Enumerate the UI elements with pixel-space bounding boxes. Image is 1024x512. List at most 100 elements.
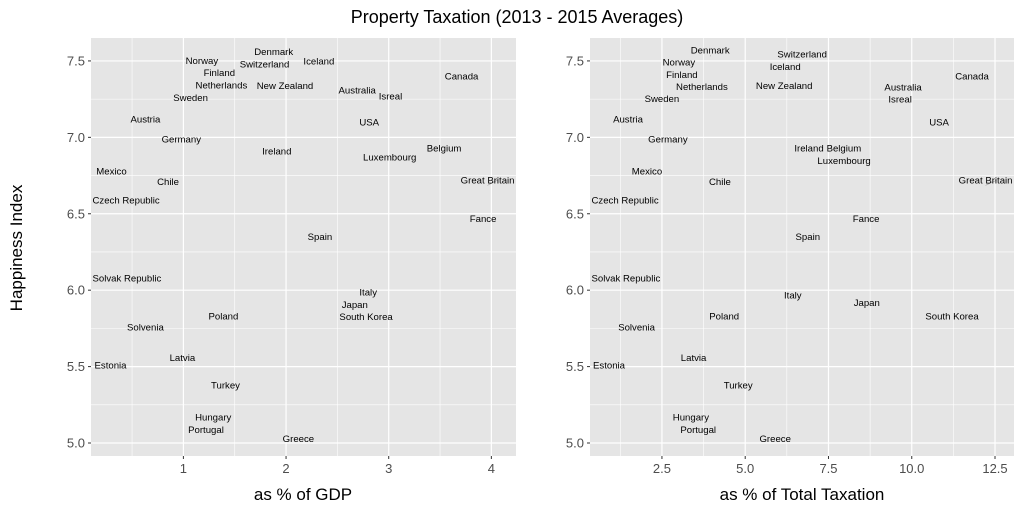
point-label: New Zealand — [257, 81, 314, 92]
point-label: Latvia — [170, 353, 196, 364]
point-label: Germany — [648, 134, 688, 145]
point-label: Portugal — [188, 425, 224, 436]
x-tick-label: 12.5 — [982, 461, 1007, 476]
point-label: Norway — [663, 58, 696, 69]
point-label: Great Britain — [461, 176, 515, 187]
panel-background — [91, 38, 516, 456]
x-axis-title-total-taxation: as % of Total Taxation — [720, 485, 885, 504]
y-tick-label: 6.0 — [566, 283, 584, 298]
point-label: Spain — [308, 232, 333, 243]
point-label: Fance — [853, 214, 880, 225]
y-tick-label: 7.5 — [566, 53, 584, 68]
y-tick-label: 6.5 — [67, 206, 85, 221]
label-leader-line — [985, 179, 997, 186]
x-tick-label: 10.0 — [899, 461, 924, 476]
point-label: Chile — [157, 177, 179, 188]
point-label: Canada — [445, 72, 479, 83]
point-label: Belgium — [427, 144, 462, 155]
point-label: Iceland — [770, 62, 801, 73]
point-label: Switzerland — [240, 60, 290, 71]
point-label: Portugal — [680, 425, 716, 436]
point-label: Norway — [186, 56, 219, 67]
point-label: Solvak Republic — [93, 273, 162, 284]
x-tick-label: 7.5 — [819, 461, 837, 476]
point-label: Australia — [884, 82, 922, 93]
point-label: Japan — [854, 298, 880, 309]
point-label: Solvak Republic — [592, 273, 661, 284]
label-leader-line — [487, 179, 498, 186]
panel-background — [590, 38, 1014, 456]
point-label: Latvia — [681, 353, 707, 364]
point-label: Spain — [796, 232, 821, 243]
point-label: Netherlands — [676, 82, 728, 93]
y-tick-label: 5.0 — [566, 436, 584, 451]
point-label: Finland — [666, 70, 697, 81]
point-label: Switzerland — [777, 50, 827, 61]
point-label: Ireland — [794, 144, 823, 155]
point-label: Canada — [955, 72, 989, 83]
y-tick-label: 7.5 — [67, 53, 85, 68]
point-label: Turkey — [211, 380, 240, 391]
point-label: Netherlands — [196, 81, 248, 92]
x-tick-label: 2 — [282, 461, 289, 476]
point-label: Luxembourg — [817, 156, 870, 167]
point-label: Hungary — [673, 412, 709, 423]
y-tick-label: 7.0 — [566, 130, 584, 145]
point-label: Poland — [208, 312, 238, 323]
x-axis-title-gdp: as % of GDP — [254, 485, 352, 504]
point-label: Mexico — [632, 167, 662, 178]
point-label: Czech Republic — [591, 196, 658, 207]
point-label: Isreal — [888, 95, 911, 106]
point-label: Estonia — [593, 361, 626, 372]
point-label: Estonia — [95, 361, 128, 372]
point-label: Mexico — [96, 167, 126, 178]
point-label: Germany — [162, 134, 202, 145]
point-label: Poland — [709, 312, 739, 323]
point-label: Solvenia — [618, 322, 655, 333]
point-label: Isreal — [379, 92, 402, 103]
point-label: Great Britain — [959, 176, 1013, 187]
point-label: Japan — [342, 300, 368, 311]
point-label: Solvenia — [127, 322, 164, 333]
y-tick-label: 6.5 — [566, 206, 584, 221]
point-label: Hungary — [195, 412, 231, 423]
point-label: Austria — [130, 115, 161, 126]
point-label: Austria — [613, 115, 644, 126]
point-label: USA — [359, 118, 379, 129]
point-label: Belgium — [827, 144, 862, 155]
panel-gdp: 1 2 3 4 5.0 5.5 6.0 6.5 7.0 7.5 Norway Denmark Switz… — [67, 38, 516, 476]
point-label: Chile — [709, 177, 731, 188]
y-tick-label: 5.5 — [67, 359, 85, 374]
y-axis-title: Happiness Index — [7, 184, 26, 311]
point-label: Italy — [784, 290, 802, 301]
label-leader-lines — [709, 55, 997, 186]
y-tick-label: 7.0 — [67, 130, 85, 145]
panel-total-taxation: 2.5 5.0 7.5 10.0 12.5 5.0 5.5 6.0 6.5 7.0 7.5 Norwa… — [566, 38, 1014, 476]
y-tick-label: 5.5 — [566, 359, 584, 374]
point-label: USA — [929, 118, 949, 129]
point-label: South Korea — [339, 312, 393, 323]
x-tick-label: 5.0 — [736, 461, 754, 476]
point-label: Denmark — [691, 46, 730, 57]
point-label: Greece — [759, 434, 790, 445]
point-label: Australia — [339, 86, 377, 97]
point-label: Greece — [283, 434, 314, 445]
x-tick-label: 4 — [488, 461, 495, 476]
point-label: Sweden — [645, 94, 680, 105]
x-tick-label: 3 — [385, 461, 392, 476]
point-label: Ireland — [262, 147, 291, 158]
point-label: Finland — [204, 68, 235, 79]
y-tick-label: 6.0 — [67, 283, 85, 298]
point-label: Luxembourg — [363, 153, 416, 164]
y-tick-label: 5.0 — [67, 436, 85, 451]
point-label: Czech Republic — [92, 196, 159, 207]
x-tick-label: 1 — [180, 461, 187, 476]
x-tick-label: 2.5 — [653, 461, 671, 476]
point-label: Turkey — [724, 380, 753, 391]
point-label: Sweden — [173, 93, 208, 104]
chart-title: Property Taxation (2013 - 2015 Averages) — [351, 7, 684, 27]
point-label: New Zealand — [756, 81, 813, 92]
